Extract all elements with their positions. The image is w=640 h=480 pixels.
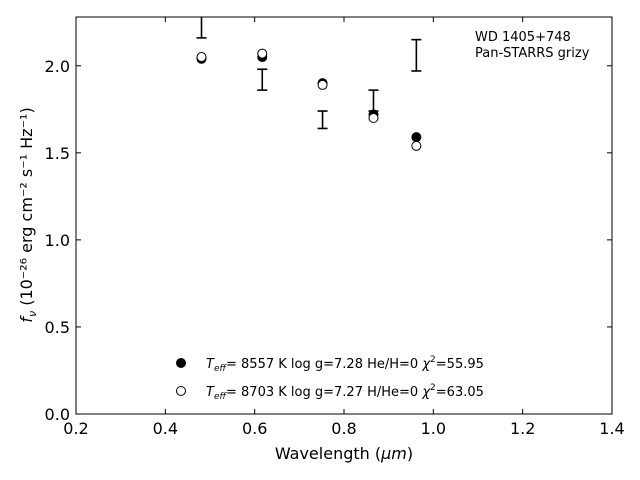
observed-errorbar-0: [196, 17, 207, 39]
model-open-point-1: [257, 48, 268, 59]
axis-ticks: 0.2 0.4 0.6 0.8 1.0 1.2 1.4 0.0 0.5 1.0 1.5 2.0: [45, 17, 625, 438]
annotation-line-1: WD 1405+748: [475, 30, 571, 45]
model-filled-point-4: [411, 132, 422, 143]
model-open-point-0: [196, 52, 207, 63]
observed-errorbar-3: [368, 89, 379, 112]
model-open-point-2: [317, 79, 328, 90]
y-tick-label-0: 0.0: [45, 405, 70, 424]
observed-errorbar-4: [411, 38, 422, 72]
chart-marks: [196, 17, 422, 151]
legend-comp-2: H/He=0: [367, 385, 418, 400]
legend-entry-filled: Teff= 8557 K log g=7.28 He/H=0 χ2=55.95: [206, 355, 484, 374]
legend-logg-1: log g=7.28: [291, 357, 363, 372]
observed-errorbar-2: [317, 110, 328, 130]
legend-comp-1: He/H=0: [367, 357, 418, 372]
legend-chi-1: =55.95: [436, 357, 484, 372]
legend-entry-open: Teff= 8703 K log g=7.27 H/He=0 χ2=63.05: [206, 383, 484, 402]
x-tick-label-6: 1.4: [599, 419, 624, 438]
legend-teff-2: 8703 K: [241, 385, 287, 400]
y-tick-label-1: 0.5: [45, 318, 70, 337]
legend: Teff= 8557 K log g=7.28 He/H=0 χ2=55.95 …: [176, 355, 484, 402]
x-tick-label-5: 1.2: [510, 419, 535, 438]
y-tick-label-2: 1.0: [45, 231, 70, 250]
x-axis-label: Wavelength (μm): [275, 444, 413, 463]
plot-frame: [75, 16, 613, 415]
observed-errorbar-1: [257, 68, 268, 91]
x-tick-label-1: 0.4: [153, 419, 178, 438]
x-tick-label-0: 0.2: [63, 419, 88, 438]
x-tick-label-3: 0.8: [331, 419, 356, 438]
legend-marker-filled: [176, 358, 186, 368]
y-tick-label-3: 1.5: [45, 144, 70, 163]
legend-teff-1: 8557 K: [241, 357, 287, 372]
y-tick-label-4: 2.0: [45, 57, 70, 76]
model-open-point-3: [368, 112, 379, 123]
model-open-point-4: [411, 140, 422, 151]
annotation-line-2: Pan-STARRS grizy: [475, 46, 590, 61]
y-axis-label: fν (10⁻²⁶ erg cm⁻² s⁻¹ Hz⁻¹): [17, 107, 39, 322]
legend-chi-2: =63.05: [436, 385, 484, 400]
legend-marker-open: [176, 386, 186, 396]
x-tick-label-2: 0.6: [242, 419, 267, 438]
x-tick-label-4: 1.0: [421, 419, 446, 438]
legend-logg-2: log g=7.27: [291, 385, 363, 400]
